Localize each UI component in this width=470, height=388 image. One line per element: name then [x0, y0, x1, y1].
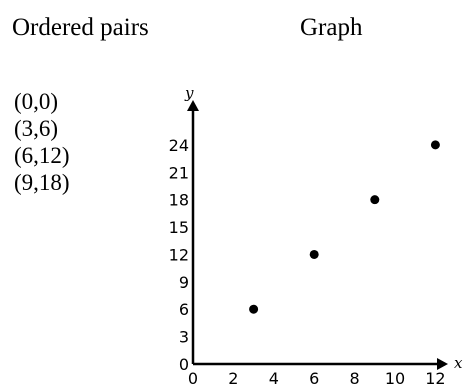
ordered-pair-item: (6,12)	[14, 143, 70, 168]
y-tick-label: 0	[179, 355, 189, 374]
ordered-pairs-list: (0,0) (3,6) (6,12) (9,18)	[14, 88, 70, 196]
data-point	[309, 249, 319, 259]
x-tick-label: 2	[228, 369, 238, 388]
data-point	[430, 140, 440, 150]
y-tick-label: 3	[179, 328, 189, 347]
data-point	[249, 304, 259, 314]
x-tick-label: 8	[350, 369, 360, 388]
y-tick-label: 6	[179, 300, 189, 319]
x-axis-arrow-icon	[437, 358, 448, 370]
y-axis-label: y	[184, 84, 194, 102]
y-tick-label: 24	[169, 136, 189, 155]
x-tick-label: 0	[188, 369, 198, 388]
ordered-pair-item: (9,18)	[14, 170, 70, 195]
y-tick-label: 9	[179, 273, 189, 292]
y-tick-label: 18	[169, 191, 189, 210]
ordered-pair-item: (0,0)	[14, 89, 59, 114]
x-tick-label: 6	[309, 369, 319, 388]
x-tick-label: 10	[385, 369, 405, 388]
y-axis-arrow-icon	[187, 100, 199, 111]
x-tick-label: 4	[269, 369, 279, 388]
ordered-pairs-heading: Ordered pairs	[12, 14, 149, 41]
graph-heading: Graph	[300, 14, 363, 41]
ordered-pair-item: (3,6)	[14, 116, 59, 141]
y-tick-label: 15	[169, 218, 189, 237]
x-axis-label: x	[454, 354, 463, 372]
y-tick-label: 21	[169, 163, 189, 182]
data-point	[370, 195, 380, 205]
y-tick-label: 12	[169, 245, 189, 264]
x-tick-label: 12	[425, 369, 445, 388]
